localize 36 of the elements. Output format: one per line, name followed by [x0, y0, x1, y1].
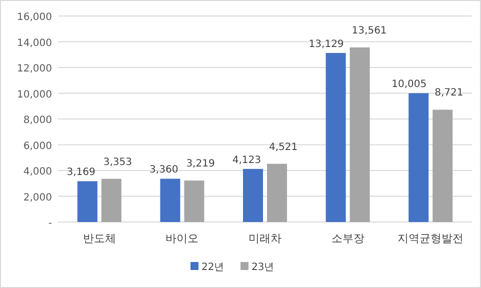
data-label: 4,521	[269, 142, 298, 153]
data-label: 3,353	[103, 156, 132, 168]
x-tick-label: 소부장	[331, 232, 364, 245]
bar	[243, 168, 263, 222]
bar	[408, 93, 429, 222]
y-tick-label: 4,000	[23, 166, 52, 178]
data-label: 4,123	[232, 154, 261, 166]
bar	[350, 47, 370, 222]
bar	[160, 178, 180, 222]
legend-label: 23년	[252, 262, 274, 273]
legend-label: 22년	[202, 262, 224, 273]
y-tick-label: 16,000	[17, 12, 52, 23]
data-label: 10,005	[392, 79, 427, 90]
data-label: 3,219	[186, 158, 215, 170]
data-label: 3,169	[66, 167, 96, 178]
bar	[184, 180, 204, 222]
y-tick-label: 2,000	[23, 192, 52, 204]
x-tick-label: 지역균형발전	[398, 232, 464, 245]
bar	[77, 181, 98, 222]
bar	[101, 178, 122, 222]
data-label: 8,721	[434, 88, 464, 99]
bar	[326, 52, 346, 222]
y-tick-label: 10,000	[17, 89, 52, 100]
data-label: 3,360	[150, 164, 178, 176]
data-label: 13,129	[308, 38, 344, 50]
bar	[267, 164, 287, 222]
bar	[432, 110, 453, 222]
x-tick-label: 반도체	[82, 232, 116, 245]
y-tick-label: -	[48, 218, 52, 229]
y-tick-label: 6,000	[23, 140, 52, 152]
y-tick-label: 14,000	[17, 38, 52, 49]
x-tick-label: 미래차	[248, 232, 282, 245]
y-tick-label: 8,000	[23, 115, 52, 126]
x-tick-label: 바이오	[166, 232, 199, 245]
y-tick-label: 12,000	[17, 64, 52, 74]
data-label: 13,561	[352, 25, 387, 36]
